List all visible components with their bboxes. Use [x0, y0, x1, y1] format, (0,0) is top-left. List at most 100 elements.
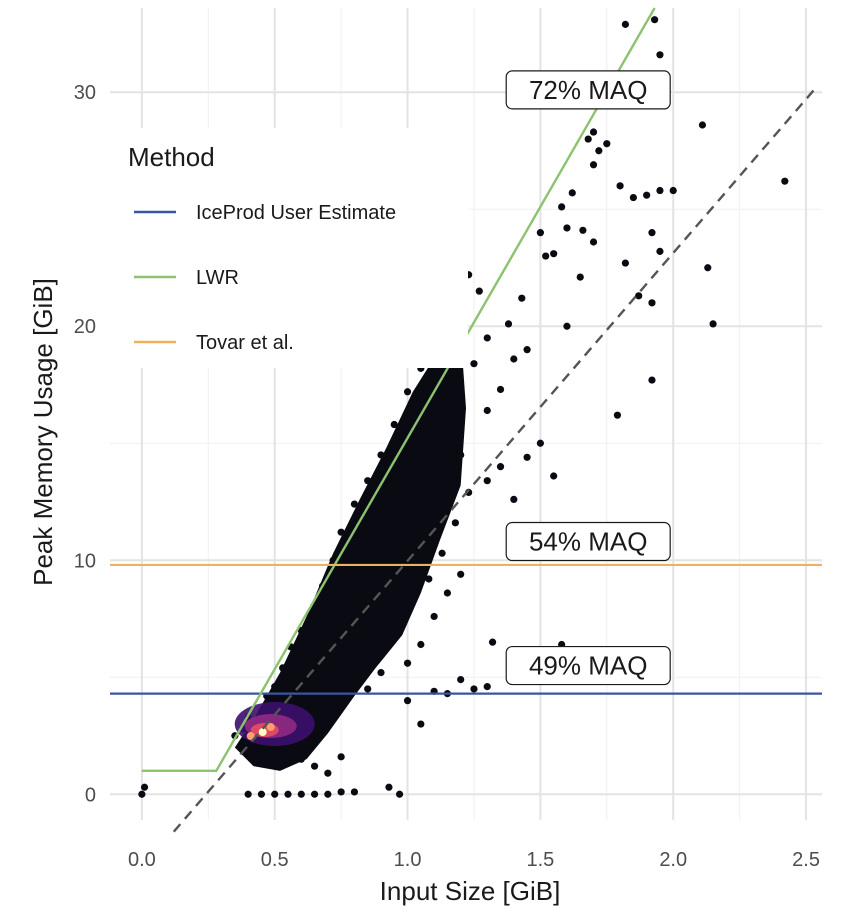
- data-point: [297, 626, 305, 635]
- legend: Method IceProd User Estimate LWR Tovar et …: [108, 128, 468, 368]
- legend-label: IceProd User Estimate: [196, 202, 396, 224]
- data-point: [536, 229, 544, 237]
- y-tick-label: 10: [74, 550, 96, 572]
- data-point: [483, 477, 491, 485]
- y-axis-title: Peak Memory Usage [GiB]: [28, 278, 58, 586]
- data-point: [297, 755, 305, 763]
- data-point: [488, 638, 497, 646]
- data-point: [616, 182, 624, 190]
- data-point: [377, 594, 385, 602]
- data-point: [417, 640, 425, 649]
- data-point: [385, 626, 393, 635]
- annotation-box: [505, 70, 671, 110]
- data-point: [656, 186, 664, 195]
- data-point: [579, 226, 587, 234]
- data-point: [324, 790, 332, 798]
- legend-label: LWR: [196, 267, 239, 289]
- annotation-box: [505, 521, 671, 562]
- data-point: [643, 191, 651, 199]
- data-point: [271, 683, 279, 691]
- data-point: [698, 121, 707, 129]
- data-point: [350, 500, 359, 508]
- y-tick-label: 30: [74, 82, 96, 104]
- data-point: [310, 790, 319, 798]
- y-tick-label: 20: [74, 316, 96, 338]
- data-point: [350, 788, 359, 796]
- data-point: [324, 769, 332, 777]
- data-point: [385, 783, 393, 791]
- data-point: [550, 250, 558, 258]
- data-point: [635, 292, 643, 300]
- data-point: [337, 528, 345, 536]
- data-point: [470, 360, 478, 368]
- data-point: [576, 273, 584, 281]
- data-point: [403, 697, 412, 705]
- data-point: [475, 287, 483, 295]
- data-point: [550, 472, 558, 480]
- data-point: [656, 247, 664, 255]
- data-point: [310, 697, 319, 705]
- line-lwr: [141, 7, 656, 773]
- data-point: [271, 790, 279, 798]
- data-point: [536, 439, 544, 447]
- data-point: [648, 299, 656, 307]
- data-point: [589, 161, 598, 169]
- dashed-reference-line: [172, 89, 815, 833]
- density-cloud: [234, 333, 466, 771]
- data-point: [496, 385, 505, 394]
- data-point: [443, 589, 452, 597]
- x-tick-label: 0.0: [128, 849, 156, 871]
- data-point: [430, 495, 438, 504]
- data-point: [613, 411, 622, 419]
- data-point: [364, 685, 372, 693]
- data-point: [523, 453, 531, 461]
- hotspot-point: [258, 728, 267, 737]
- data-point: [390, 573, 398, 581]
- data-point: [589, 128, 598, 136]
- data-point: [510, 495, 518, 504]
- legend-entries: IceProd User Estimate LWR Tovar et al.: [134, 202, 396, 354]
- x-tick-label: 2.5: [792, 849, 820, 871]
- annotation-label: 49% MAQ: [529, 651, 648, 681]
- data-point: [451, 519, 459, 527]
- data-point: [568, 189, 576, 197]
- data-point: [284, 748, 292, 756]
- data-point: [648, 376, 656, 384]
- data-point: [345, 675, 353, 684]
- y-tick-labels: 0 10 20 30: [74, 82, 96, 806]
- data-point: [651, 16, 659, 24]
- x-tick-labels: 0.0 0.5 1.0 1.5 2.0 2.5: [128, 849, 820, 871]
- series-layer: [110, 7, 822, 833]
- data-point: [350, 638, 359, 646]
- data-point: [297, 790, 305, 798]
- y-tick-label: 0: [85, 784, 96, 806]
- data-point: [403, 388, 412, 396]
- data-point: [496, 463, 505, 471]
- data-point: [584, 135, 592, 143]
- data-point: [332, 694, 340, 702]
- data-point: [669, 186, 677, 195]
- data-point: [324, 680, 332, 688]
- data-point: [425, 575, 433, 583]
- data-point: [398, 608, 406, 616]
- annotation-label: 72% MAQ: [529, 75, 648, 105]
- data-point: [411, 587, 420, 595]
- data-point: [483, 334, 491, 342]
- data-point: [430, 612, 438, 621]
- data-point: [504, 320, 513, 328]
- data-point: [284, 790, 292, 798]
- data-point: [316, 715, 324, 723]
- data-point: [138, 790, 146, 798]
- density-hotspot: [234, 702, 315, 747]
- data-point: [558, 203, 566, 211]
- data-point: [470, 685, 478, 693]
- data-point: [621, 20, 630, 28]
- data-point: [403, 659, 412, 667]
- data-point: [563, 322, 571, 330]
- x-tick-label: 1.0: [394, 849, 422, 871]
- data-point: [364, 477, 372, 485]
- data-point: [563, 224, 571, 232]
- data-point: [483, 683, 491, 691]
- data-point: [709, 320, 717, 328]
